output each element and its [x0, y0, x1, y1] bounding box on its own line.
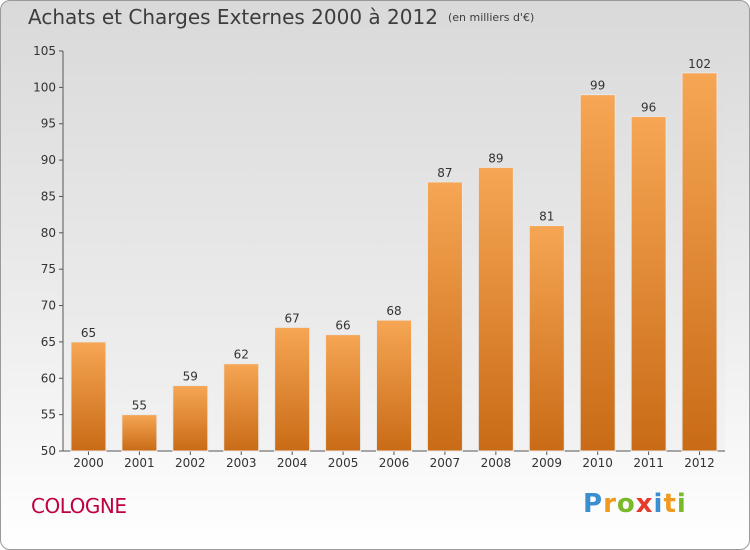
logo-letter: x	[635, 489, 654, 519]
bar	[630, 115, 667, 452]
bar-value-label: 65	[81, 326, 96, 340]
y-tick-label: 85	[41, 189, 56, 203]
x-tick-label: 2002	[175, 456, 206, 470]
y-tick-label: 105	[33, 44, 56, 58]
bar-value-label: 81	[539, 210, 554, 224]
logo-letter: t	[663, 489, 677, 519]
bars	[70, 72, 718, 452]
bar-value-label: 55	[132, 399, 147, 413]
y-tick-label: 100	[33, 80, 56, 94]
x-tick-label: 2001	[124, 456, 155, 470]
proxiti-logo: Proxiti	[583, 489, 687, 519]
chart-title: Achats et Charges Externes 2000 à 2012 (e…	[28, 5, 534, 29]
logo-letter: P	[583, 489, 604, 519]
bar	[172, 385, 209, 452]
bar-value-label: 96	[641, 100, 656, 114]
bar	[477, 166, 514, 452]
bar	[325, 334, 362, 452]
x-tick-label: 2008	[481, 456, 512, 470]
bar-value-label: 102	[688, 57, 711, 71]
y-tick-label: 70	[41, 299, 56, 313]
bar-value-label: 66	[335, 319, 350, 333]
logo-letter: i	[653, 489, 664, 519]
x-tick-label: 2009	[531, 456, 562, 470]
bar	[579, 94, 616, 452]
bar-value-label: 67	[285, 311, 300, 325]
data-labels: 65 55 59 62 67 66 68 87 89 81 99 96 102	[81, 57, 711, 413]
chart-unit: (en milliers d'€)	[447, 11, 535, 24]
bar	[274, 326, 311, 452]
bar-value-label: 99	[590, 79, 605, 93]
y-tick-label: 80	[41, 226, 56, 240]
y-tick-label: 95	[41, 117, 56, 131]
bar-value-label: 89	[488, 151, 503, 165]
bar-value-label: 87	[437, 166, 452, 180]
bar	[121, 414, 158, 452]
x-tick-label: 2010	[582, 456, 613, 470]
bar-value-label: 62	[234, 348, 249, 362]
y-tick-label: 75	[41, 262, 56, 276]
logo-letter: r	[603, 489, 617, 519]
bar	[376, 319, 412, 452]
x-tick-label: 2012	[684, 456, 715, 470]
y-tick-label: 65	[41, 335, 56, 349]
bar	[681, 72, 718, 452]
y-tick-label: 50	[41, 444, 56, 458]
bar	[426, 181, 463, 452]
x-tick-label: 2005	[328, 456, 359, 470]
y-tick-label: 90	[41, 153, 56, 167]
bar-value-label: 68	[386, 304, 401, 318]
logo-letter: i	[676, 489, 687, 519]
bar-value-label: 59	[183, 370, 198, 384]
bar	[528, 225, 565, 452]
y-tick-label: 60	[41, 371, 56, 385]
y-tick-label: 55	[41, 408, 56, 422]
chart-title-text: Achats et Charges Externes 2000 à 2012	[28, 5, 438, 29]
logo-letter: o	[616, 489, 636, 519]
x-tick-label: 2000	[73, 456, 104, 470]
x-tick-label: 2011	[633, 456, 664, 470]
x-tick-label: 2003	[226, 456, 257, 470]
x-tick-label: 2007	[430, 456, 461, 470]
x-tick-label: 2004	[277, 456, 308, 470]
x-tick-label: 2006	[379, 456, 410, 470]
bar	[223, 363, 260, 452]
bar	[70, 341, 107, 452]
city-name: COLOGNE	[31, 494, 127, 518]
